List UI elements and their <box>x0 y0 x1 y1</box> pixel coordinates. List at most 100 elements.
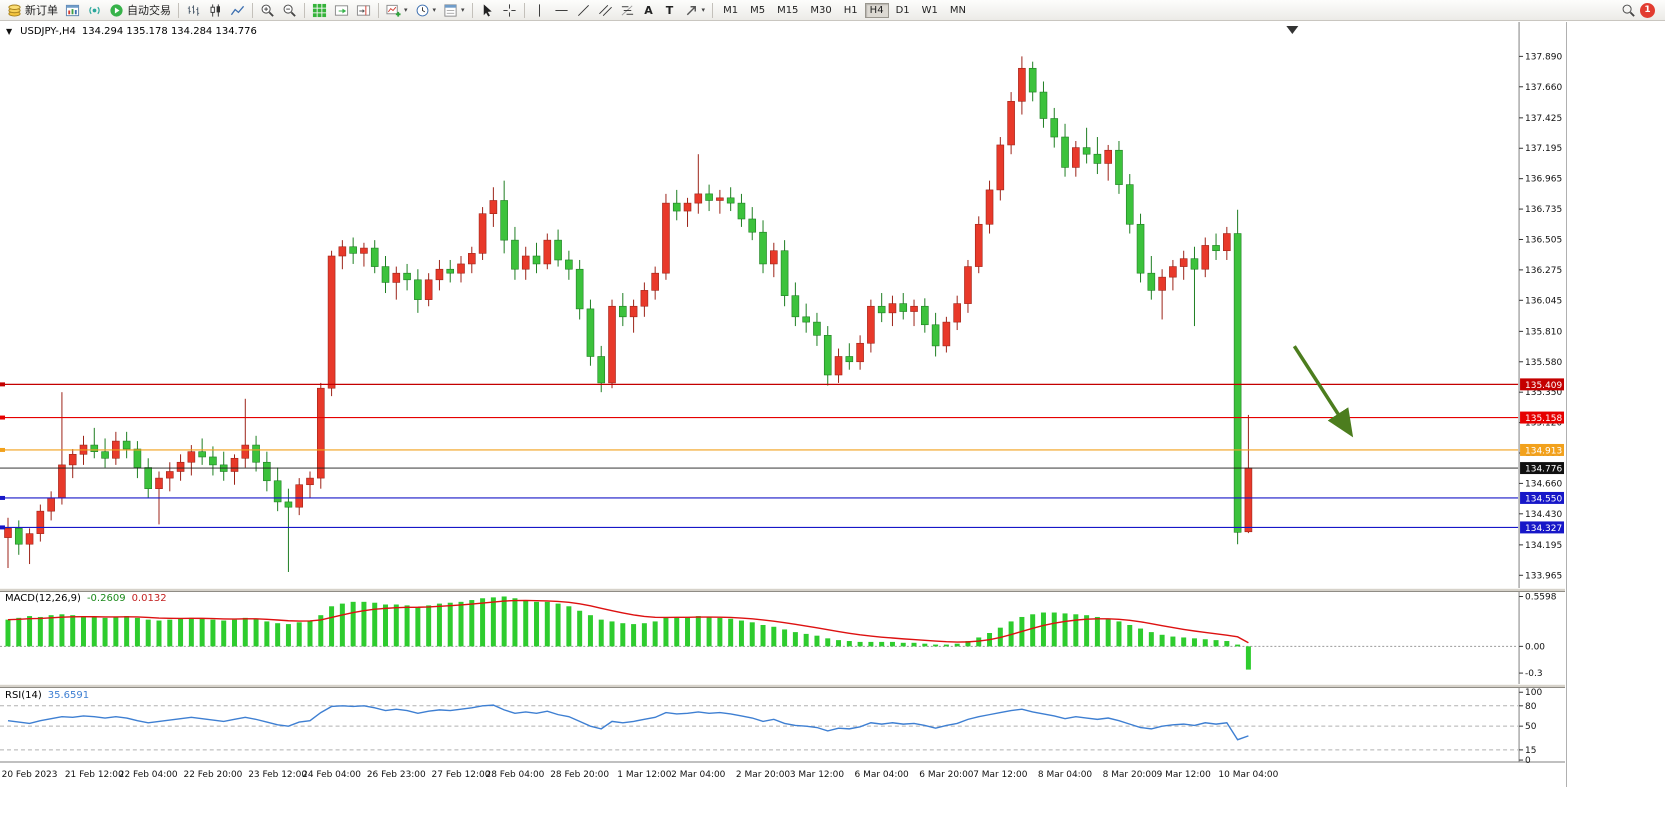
chevron-down-icon: ▾ <box>701 6 706 14</box>
arrows-icon <box>686 5 696 15</box>
chevron-down-icon: ▾ <box>461 6 465 14</box>
text-tool-button[interactable]: A <box>639 1 659 19</box>
timeframe-group: M1 M5 M15 M30 H1 H4 D1 W1 MN <box>717 2 972 18</box>
svg-text:135.409: 135.409 <box>1525 381 1562 391</box>
chart-shift-button[interactable] <box>353 1 374 19</box>
line-chart-icon <box>230 5 245 15</box>
svg-text:135.580: 135.580 <box>1525 358 1562 368</box>
periods-clock-icon <box>416 4 428 16</box>
notification-badge[interactable]: 1 <box>1640 2 1655 18</box>
auto-trading-button[interactable]: 自动交易 <box>106 1 174 19</box>
arrows-tool-button[interactable]: ▾ <box>681 1 709 19</box>
svg-text:137.660: 137.660 <box>1525 83 1562 93</box>
new-order-icon <box>8 3 21 17</box>
timeframe-h1-button[interactable]: H1 <box>843 4 858 16</box>
svg-text:2 Mar 04:00: 2 Mar 04:00 <box>671 770 726 780</box>
candlestick-chart-button[interactable] <box>205 1 226 19</box>
toolbar-separator <box>252 2 253 18</box>
svg-text:21 Feb 12:00: 21 Feb 12:00 <box>65 770 124 780</box>
zoom-out-button[interactable] <box>279 1 300 19</box>
timeframe-m5-button[interactable]: M5 <box>750 4 766 16</box>
line-chart-button[interactable] <box>227 1 248 19</box>
vertical-line-icon <box>538 3 540 17</box>
svg-text:136.965: 136.965 <box>1525 175 1562 185</box>
svg-text:137.890: 137.890 <box>1525 52 1562 62</box>
svg-text:134.550: 134.550 <box>1525 494 1562 504</box>
new-order-button[interactable]: 新订单 <box>4 1 61 19</box>
chevron-down-icon: ▾ <box>404 6 408 14</box>
signals-button[interactable] <box>84 1 105 19</box>
toolbar-separator <box>304 2 305 18</box>
pane-separator-macd[interactable] <box>0 588 1565 592</box>
svg-text:136.045: 136.045 <box>1525 296 1562 306</box>
crosshair-icon <box>502 3 516 17</box>
svg-text:27 Feb 12:00: 27 Feb 12:00 <box>432 770 491 780</box>
svg-text:135.120: 135.120 <box>1525 419 1562 429</box>
chart-canvas[interactable]: 137.890 137.660 137.425 137.195 136.965 136.7… <box>0 22 1565 785</box>
svg-text:28 Feb 04:00: 28 Feb 04:00 <box>486 770 545 780</box>
time-axis[interactable] <box>0 764 1520 786</box>
new-order-label: 新订单 <box>25 4 58 17</box>
trendline-tool-button[interactable] <box>573 1 594 19</box>
svg-text:22 Feb 04:00: 22 Feb 04:00 <box>119 770 178 780</box>
svg-text:26 Feb 23:00: 26 Feb 23:00 <box>367 770 426 780</box>
zoom-in-button[interactable] <box>257 1 278 19</box>
search-button[interactable] <box>1618 1 1639 19</box>
svg-text:134.327: 134.327 <box>1525 524 1562 534</box>
vertical-line-tool-button[interactable] <box>529 1 550 19</box>
timeframe-w1-button[interactable]: W1 <box>921 4 938 16</box>
svg-text:28 Feb 20:00: 28 Feb 20:00 <box>550 770 609 780</box>
svg-text:23 Feb 12:00: 23 Feb 12:00 <box>248 770 307 780</box>
timeframe-m15-button[interactable]: M15 <box>777 4 799 16</box>
label-icon: T <box>665 3 674 17</box>
toolbar-separator <box>378 2 379 18</box>
svg-text:0.00: 0.00 <box>1525 642 1545 652</box>
svg-text:133.965: 133.965 <box>1525 571 1562 581</box>
svg-text:3 Mar 12:00: 3 Mar 12:00 <box>790 770 845 780</box>
search-icon <box>1622 4 1635 17</box>
tile-windows-button[interactable] <box>309 1 330 19</box>
bar-chart-button[interactable] <box>183 1 204 19</box>
timeframe-m1-button[interactable]: M1 <box>723 4 739 16</box>
crosshair-tool-button[interactable] <box>499 1 520 19</box>
indicators-button[interactable]: ▾ <box>383 1 411 19</box>
label-tool-button[interactable]: T <box>660 1 680 19</box>
pane-separator-rsi[interactable] <box>0 684 1565 688</box>
svg-text:134.776: 134.776 <box>1525 465 1562 475</box>
fibonacci-icon <box>621 4 633 16</box>
fibonacci-tool-button[interactable] <box>617 1 638 19</box>
templates-icon <box>444 3 457 17</box>
svg-text:-0.3: -0.3 <box>1525 669 1543 679</box>
svg-text:135.158: 135.158 <box>1525 414 1562 424</box>
svg-text:134.660: 134.660 <box>1525 479 1562 489</box>
channel-icon <box>598 4 612 16</box>
timeframe-h4-button[interactable]: H4 <box>864 2 889 18</box>
cursor-icon <box>483 3 492 16</box>
tile-grid-icon <box>312 3 327 17</box>
market-watch-button[interactable] <box>62 1 83 19</box>
periods-button[interactable]: ▾ <box>412 1 440 19</box>
cursor-tool-button[interactable] <box>477 1 498 19</box>
svg-text:10 Mar 04:00: 10 Mar 04:00 <box>1218 770 1278 780</box>
auto-trading-play-icon <box>110 3 123 17</box>
channel-tool-button[interactable] <box>595 1 616 19</box>
price-axis[interactable] <box>1521 22 1565 764</box>
svg-text:134.195: 134.195 <box>1525 541 1562 551</box>
toolbar-separator <box>178 2 179 18</box>
svg-text:2 Mar 20:00: 2 Mar 20:00 <box>736 770 791 780</box>
horizontal-line-tool-button[interactable] <box>551 1 572 19</box>
auto-trading-label: 自动交易 <box>127 4 171 17</box>
auto-scroll-button[interactable] <box>331 1 352 19</box>
toolbar-separator <box>471 2 473 18</box>
timeframe-m30-button[interactable]: M30 <box>810 4 832 16</box>
zoom-out-icon <box>283 4 296 17</box>
toolbar-separator <box>523 2 525 18</box>
toolbar-separator <box>712 2 714 18</box>
candlestick-chart-icon <box>210 3 220 17</box>
svg-text:6 Mar 20:00: 6 Mar 20:00 <box>919 770 974 780</box>
timeframe-d1-button[interactable]: D1 <box>895 4 910 16</box>
svg-text:80: 80 <box>1525 702 1537 712</box>
templates-button[interactable]: ▾ <box>440 1 468 19</box>
svg-text:136.275: 136.275 <box>1525 266 1562 276</box>
timeframe-mn-button[interactable]: MN <box>949 4 966 16</box>
